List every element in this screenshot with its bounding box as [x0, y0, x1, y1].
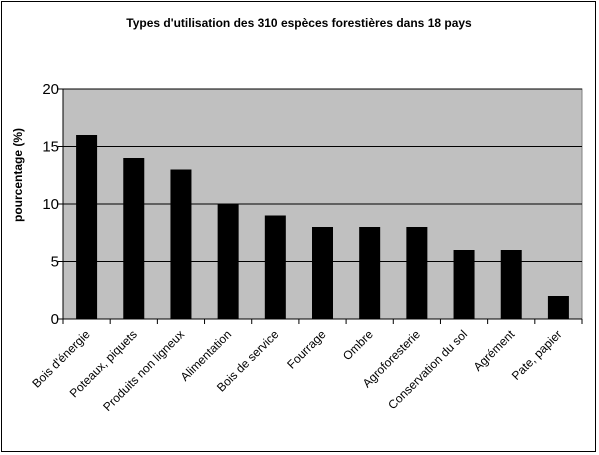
- y-tick-label: 10: [42, 196, 59, 213]
- x-tick-label: Agrément: [471, 327, 518, 374]
- x-tick-label: Conservation du sol: [385, 327, 470, 412]
- x-tick-label: Pate, papier: [509, 327, 565, 383]
- bars: [76, 135, 569, 319]
- bar: [123, 158, 145, 319]
- y-tick-label: 15: [42, 139, 59, 156]
- bar: [359, 227, 381, 319]
- bar: [547, 296, 569, 319]
- x-tick-label: Fourrage: [284, 327, 329, 372]
- bar: [453, 250, 475, 319]
- bar: [217, 204, 239, 319]
- axes: [62, 89, 583, 324]
- x-tick-label: Ombre: [340, 327, 376, 363]
- bar: [264, 215, 286, 319]
- bar: [170, 169, 192, 319]
- y-tick-labels: 0 5 10 15 20: [42, 81, 59, 328]
- chart-title: Types d'utilisation des 310 espèces fore…: [126, 16, 472, 30]
- bar: [312, 227, 333, 319]
- bar: [406, 227, 428, 319]
- y-tick-label: 0: [51, 311, 59, 328]
- y-tick-label: 5: [51, 254, 59, 271]
- x-tick-label: Produits non ligneux: [100, 327, 187, 414]
- y-axis-label: pourcentage (%): [11, 128, 25, 222]
- bar: [500, 250, 522, 319]
- y-tick-label: 20: [42, 81, 59, 98]
- bar: [76, 135, 98, 319]
